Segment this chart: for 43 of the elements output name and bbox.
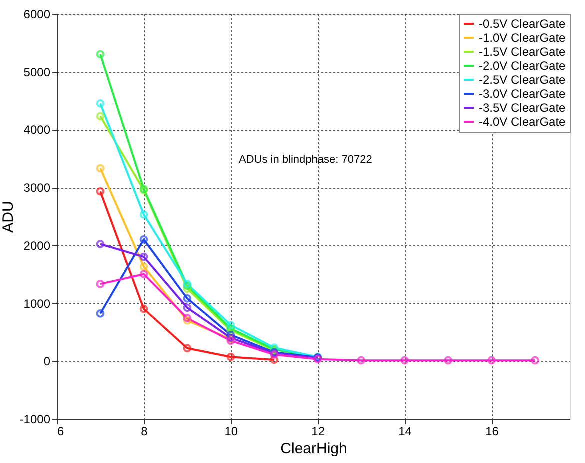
y-axis-title: ADU bbox=[0, 201, 17, 233]
y-tick-label: 5000 bbox=[24, 65, 51, 80]
point bbox=[140, 235, 148, 244]
y-tick-label: 1000 bbox=[24, 296, 51, 311]
point bbox=[183, 304, 192, 312]
point bbox=[488, 356, 496, 365]
x-tick-label: 14 bbox=[398, 424, 412, 438]
x-tick-label: 6 bbox=[58, 424, 64, 438]
point bbox=[183, 344, 192, 353]
point bbox=[140, 210, 148, 219]
legend-label: -1.5V ClearGate bbox=[479, 45, 566, 59]
point bbox=[226, 352, 236, 362]
y-tick-label: 2000 bbox=[24, 238, 51, 253]
point bbox=[183, 314, 192, 322]
point bbox=[140, 262, 148, 271]
legend-label: -2.5V ClearGate bbox=[479, 73, 566, 87]
legend-label: -4.0V ClearGate bbox=[479, 115, 566, 129]
legend-label: -3.5V ClearGate bbox=[479, 101, 566, 115]
annotation: ADUs in blindphase: 70722 bbox=[239, 154, 372, 166]
point bbox=[140, 270, 148, 279]
point bbox=[183, 316, 192, 325]
point bbox=[444, 356, 452, 365]
legend-label: -1.0V ClearGate bbox=[479, 31, 566, 45]
point bbox=[140, 304, 148, 314]
point bbox=[226, 321, 236, 330]
x-tick-label: 10 bbox=[224, 424, 238, 438]
legend-label: -0.5V ClearGate bbox=[479, 17, 566, 31]
point bbox=[400, 356, 409, 365]
x-tick-label: 12 bbox=[312, 424, 326, 438]
point bbox=[183, 284, 192, 293]
point bbox=[226, 330, 236, 340]
x-tick-label: 16 bbox=[486, 424, 500, 438]
y-tick-label: 6000 bbox=[24, 8, 51, 22]
y-tick-label: 4000 bbox=[24, 123, 51, 138]
x-tick-label: 8 bbox=[141, 424, 148, 438]
point bbox=[183, 294, 192, 303]
y-tick-label: 0 bbox=[44, 354, 51, 369]
point bbox=[140, 252, 148, 262]
legend-label: -2.0V ClearGate bbox=[479, 59, 566, 73]
legend-label: -3.0V ClearGate bbox=[479, 87, 566, 101]
point bbox=[357, 356, 366, 365]
y-tick-label: 3000 bbox=[24, 181, 51, 196]
y-tick-label: -1000 bbox=[20, 412, 51, 426]
